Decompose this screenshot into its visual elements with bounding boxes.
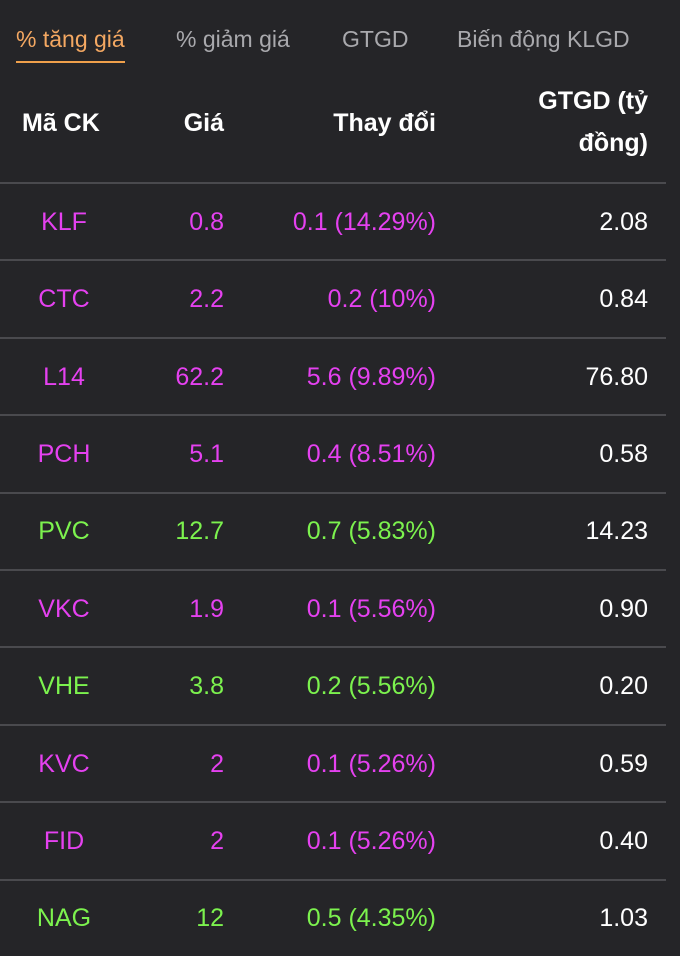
row-divider (0, 646, 666, 649)
row-divider (0, 801, 666, 804)
cell: 12 (196, 904, 224, 933)
cell: 2.2 (189, 285, 224, 314)
cell: 0.2 (10%) (327, 285, 436, 314)
ticker[interactable]: PCH (37, 439, 91, 468)
cell: 0.59 (599, 749, 648, 778)
cell: 14.23 (585, 517, 648, 546)
cell: 0.84 (599, 285, 648, 314)
cell: 0.8 (189, 207, 224, 236)
ticker[interactable]: CTC (38, 285, 90, 314)
row-divider (0, 259, 666, 262)
cell: 0.5 (4.35%) (306, 904, 436, 933)
cell: 0.7 (5.83%) (306, 517, 436, 546)
cell: 0.1 (5.26%) (306, 826, 436, 855)
cell: 5.1 (189, 439, 224, 468)
tab[interactable]: Biến động KLGD (457, 26, 630, 52)
cell: 2.08 (599, 207, 648, 236)
cell: 0.4 (8.51%) (306, 439, 436, 468)
row-divider (0, 182, 666, 184)
tab[interactable]: GTGD (342, 26, 409, 52)
row-divider (0, 569, 666, 571)
tab[interactable]: % tăng giá (16, 26, 125, 63)
ticker[interactable]: KVC (38, 749, 90, 778)
column-header: GTGD (tỷ đồng) (538, 87, 648, 157)
tab-bar: % tăng giá % giảm giá GTGD Biến động KLGD (0, 0, 680, 85)
row-divider (0, 414, 666, 417)
cell: 1.9 (189, 594, 224, 623)
cell: 12.7 (175, 517, 224, 546)
cell: 0.20 (599, 672, 648, 701)
column-header: Mã CK (22, 109, 100, 137)
ticker[interactable]: VKC (38, 594, 90, 623)
ticker[interactable]: VHE (38, 672, 90, 701)
cell: 76.80 (585, 362, 648, 391)
column-header: Thay đổi (333, 109, 436, 137)
tab[interactable]: % giảm giá (176, 26, 290, 52)
cell: 0.2 (5.56%) (306, 672, 436, 701)
cell: 0.40 (599, 826, 648, 855)
ticker[interactable]: NAG (36, 904, 92, 933)
column-header: Giá (183, 109, 224, 137)
cell: 1.03 (599, 904, 648, 933)
cell: 5.6 (9.89%) (306, 362, 436, 391)
row-divider (0, 491, 666, 494)
cell: 2 (210, 749, 224, 778)
ticker[interactable]: L14 (43, 362, 85, 391)
row-divider (0, 723, 666, 726)
ticker[interactable]: PVC (38, 517, 90, 546)
ticker[interactable]: FID (43, 826, 85, 855)
cell: 62.2 (175, 362, 224, 391)
cell: 0.1 (5.56%) (306, 594, 436, 623)
cell: 2 (210, 826, 224, 855)
row-divider (0, 336, 666, 339)
cell: 0.1 (14.29%) (292, 207, 436, 236)
row-divider (0, 878, 666, 881)
cell: 3.8 (189, 672, 224, 701)
ticker[interactable]: KLF (41, 207, 87, 236)
cell: 0.1 (5.26%) (306, 749, 436, 778)
cell: 0.58 (599, 439, 648, 468)
cell: 0.90 (599, 594, 648, 623)
